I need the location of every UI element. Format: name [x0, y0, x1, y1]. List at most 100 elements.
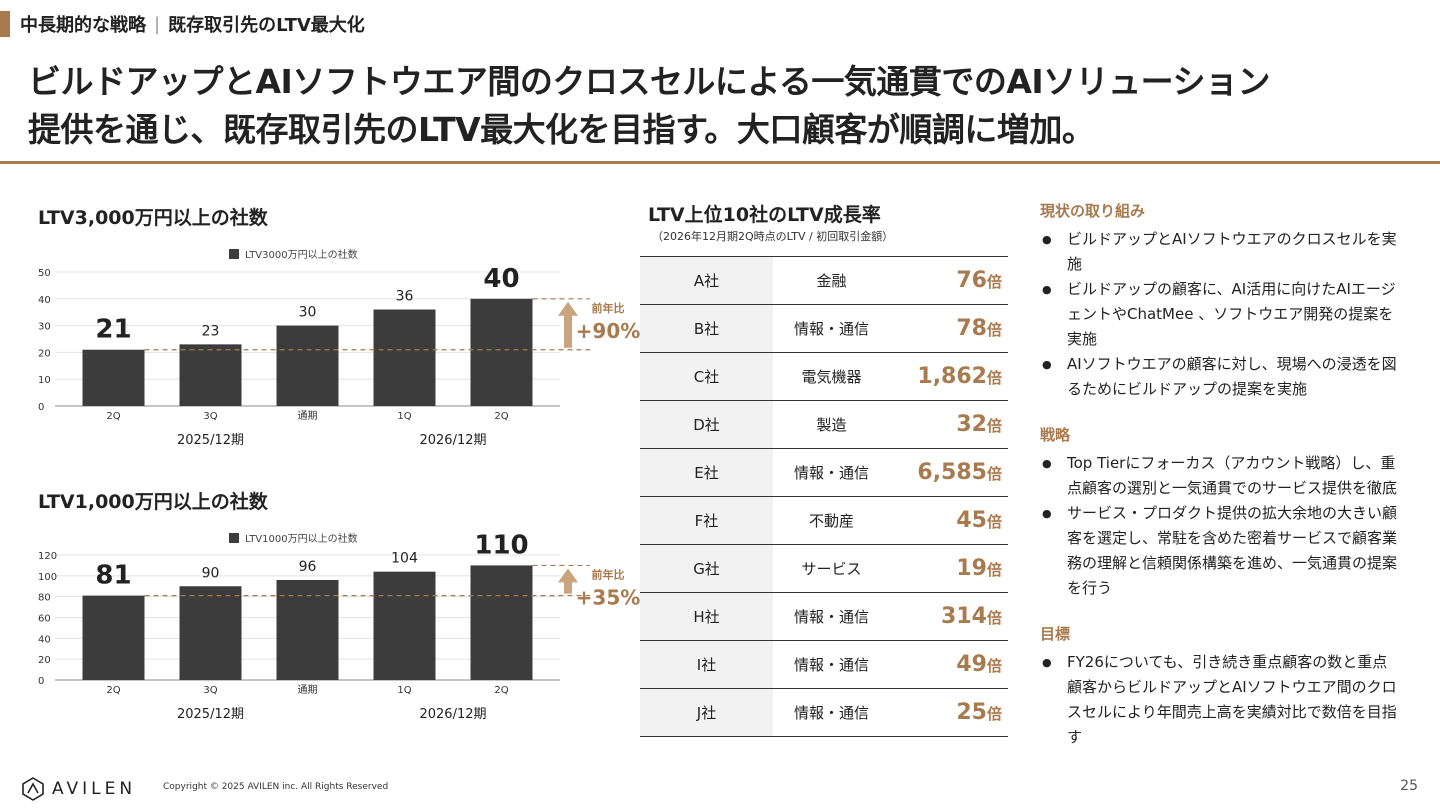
industry-cell: 金融: [816, 272, 847, 290]
growth-rate-value: 45: [956, 508, 987, 533]
growth-rate-value: 76: [956, 268, 987, 293]
growth-rate-unit: 倍: [986, 417, 1002, 435]
bullet-list: FY26についても、引き続き重点顧客の数と重点顧客からビルドアップとAIソフトウ…: [1040, 650, 1400, 750]
y-tick-label: 40: [38, 634, 51, 645]
growth-rate-cell: 76倍: [890, 257, 1008, 305]
company-cell: H社: [640, 592, 773, 641]
bar: [276, 325, 339, 406]
y-tick-label: 20: [38, 655, 51, 666]
growth-label: 前年比: [592, 567, 625, 581]
page-title: ビルドアップとAIソフトウエア間のクロスセルによる一気通貫でのAIソリューション…: [28, 58, 1428, 154]
industry-cell: 情報・通信: [793, 656, 869, 674]
growth-arrow: [558, 568, 578, 594]
section-heading: 現状の取り組み: [1040, 202, 1146, 220]
growth-rate-unit: 倍: [986, 321, 1002, 339]
y-tick-label: 120: [38, 551, 57, 562]
company-cell: G社: [640, 544, 773, 593]
growth-rate-cell: 78倍: [890, 305, 1008, 353]
breadcrumb: 中長期的な戦略 | 既存取引先のLTV最大化: [0, 10, 365, 38]
y-tick-label: 0: [38, 402, 44, 413]
growth-value: +35%: [576, 585, 640, 609]
growth-rate-unit: 倍: [986, 705, 1002, 723]
growth-rate-value: 25: [956, 700, 987, 725]
growth-rate-value: 19: [956, 556, 987, 581]
company-cell: I社: [640, 640, 773, 689]
legend-label: LTV3000万円以上の社数: [245, 248, 358, 261]
chart-1-title: LTV3,000万円以上の社数: [38, 207, 268, 229]
bullet-item: サービス・プロダクト提供の拡大余地の大きい顧客を選定し、常駐を含めた密着サービス…: [1040, 501, 1400, 601]
page-title-line-2: 提供を通じ、既存取引先のLTV最大化を目指す。大口顧客が順調に増加。: [28, 110, 1095, 149]
growth-rate-cell: 25倍: [890, 689, 1008, 737]
title-divider: [0, 161, 1440, 164]
y-tick-label: 40: [38, 295, 51, 306]
growth-label: 前年比: [592, 301, 625, 315]
growth-rate-unit: 倍: [986, 561, 1002, 579]
breadcrumb-section: 中長期的な戦略: [20, 15, 146, 36]
industry-cell: 情報・通信: [793, 320, 869, 338]
growth-rate-cell: 1,862倍: [890, 353, 1008, 401]
industry-cell: サービス: [801, 560, 862, 578]
table-row: F社 不動産 45倍: [640, 496, 1008, 545]
x-tick-label: 2Q: [106, 685, 120, 696]
growth-rate-unit: 倍: [986, 273, 1002, 291]
x-tick-label: 3Q: [203, 685, 217, 696]
bar: [82, 349, 145, 406]
company-logo: AVILEN: [20, 776, 136, 802]
data-label: 40: [483, 264, 519, 294]
table-row: E社 情報・通信 6,585倍: [640, 448, 1008, 497]
logo-wordmark: AVILEN: [52, 779, 137, 799]
data-label: 110: [474, 530, 528, 560]
table-row: J社 情報・通信 25倍: [640, 688, 1008, 737]
page-number: 25: [1400, 778, 1418, 794]
group-label: 2026/12期: [419, 707, 486, 722]
company-cell: E社: [640, 448, 773, 497]
x-tick-label: 1Q: [397, 685, 411, 696]
bar: [82, 595, 145, 680]
industry-cell: 情報・通信: [793, 608, 869, 626]
bar: [179, 586, 242, 680]
x-tick-label: 2Q: [494, 411, 508, 422]
legend-label: LTV1000万円以上の社数: [245, 532, 358, 545]
y-tick-label: 0: [38, 676, 44, 687]
bar: [470, 565, 533, 680]
industry-cell: 情報・通信: [793, 464, 869, 482]
industry-cell: 情報・通信: [793, 704, 869, 722]
group-label: 2025/12期: [177, 707, 244, 722]
section-heading: 戦略: [1040, 426, 1071, 444]
table-row: G社 サービス 19倍: [640, 544, 1008, 593]
x-tick-label: 2Q: [106, 411, 120, 422]
x-tick-label: 3Q: [203, 411, 217, 422]
growth-rate-value: 1,862: [917, 364, 987, 389]
table-row: A社 金融 76倍: [640, 256, 1008, 305]
growth-rate-unit: 倍: [986, 609, 1002, 627]
bar: [373, 309, 436, 406]
industry-cell: 電気機器: [801, 368, 862, 386]
y-tick-label: 100: [38, 572, 57, 583]
table-row: I社 情報・通信 49倍: [640, 640, 1008, 689]
data-label: 96: [299, 559, 317, 575]
y-tick-label: 20: [38, 348, 51, 359]
chart-ltv-30m: LTV3000万円以上の社数 0 10 20 30 40 50 21 2Q 23 3Q 30 通期 36 1…: [38, 248, 640, 448]
growth-rate-cell: 314倍: [890, 593, 1008, 641]
bar: [470, 298, 533, 406]
table-row: C社 電気機器 1,862倍: [640, 352, 1008, 401]
breadcrumb-topic: 既存取引先のLTV最大化: [168, 15, 365, 36]
x-tick-label: 1Q: [397, 411, 411, 422]
bullet-item: FY26についても、引き続き重点顧客の数と重点顧客からビルドアップとAIソフトウ…: [1040, 650, 1400, 750]
data-label: 30: [299, 305, 317, 321]
growth-arrow: [558, 301, 578, 348]
company-cell: C社: [640, 352, 773, 401]
growth-rate-unit: 倍: [986, 369, 1002, 387]
x-tick-label: 通期: [298, 410, 318, 422]
company-cell: F社: [640, 496, 773, 545]
company-cell: D社: [640, 400, 773, 449]
legend-swatch: [229, 249, 239, 259]
growth-rate-cell: 19倍: [890, 545, 1008, 593]
table-subtitle: （2026年12月期2Q時点のLTV / 初回取引金額）: [652, 230, 894, 243]
avilen-logo-icon: [22, 777, 44, 801]
copyright: Copyright © 2025 AVILEN inc. All Rights …: [163, 782, 389, 792]
legend-swatch: [229, 533, 239, 543]
growth-rate-cell: 32倍: [890, 401, 1008, 449]
strategy-panel: 現状の取り組みビルドアップとAIソフトウエアのクロスセルを実施ビルドアップの顧客…: [1040, 200, 1400, 772]
growth-rate-value: 314: [941, 604, 987, 629]
